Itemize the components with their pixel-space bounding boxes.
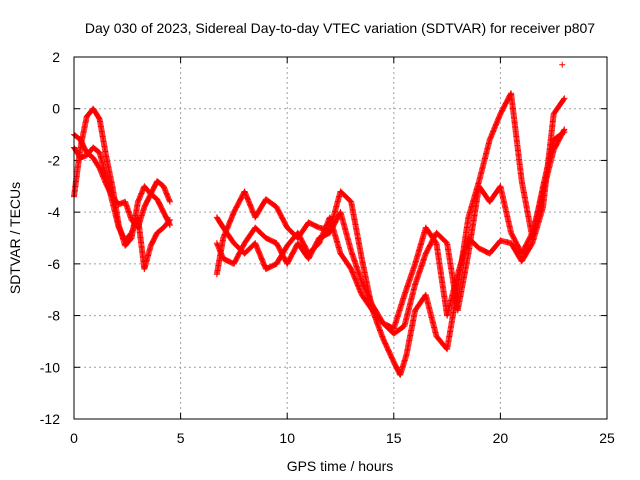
x-tick-label: 15 [386, 430, 402, 446]
y-tick-label: -2 [48, 152, 61, 168]
y-tick-label: -10 [40, 359, 60, 375]
series-outlier [559, 61, 566, 68]
x-axis-label: GPS time / hours [287, 458, 394, 474]
data-point [559, 61, 566, 68]
y-tick-label: -4 [48, 204, 61, 220]
data-point [561, 126, 568, 133]
y-tick-label: 0 [52, 101, 60, 117]
data-point [166, 222, 173, 229]
y-tick-label: 2 [52, 49, 60, 65]
data-point [560, 127, 567, 134]
x-tick-label: 25 [599, 430, 615, 446]
y-axis-label: SDTVAR / TECUs [7, 182, 23, 294]
data-point [560, 96, 567, 103]
series-trace-e [213, 126, 568, 337]
x-tick-label: 0 [70, 430, 78, 446]
data-point [166, 220, 173, 227]
tick-labels: 0 5 10 15 20 25 -12 -10 -8 -6 -4 -2 0 2 [40, 49, 615, 446]
series-trace-f [213, 95, 568, 332]
y-tick-label: -12 [40, 411, 60, 427]
chart-title: Day 030 of 2023, Sidereal Day-to-day VTE… [85, 20, 595, 36]
series-trace-c [71, 131, 173, 231]
y-tick-label: -8 [48, 308, 61, 324]
x-tick-label: 5 [177, 430, 185, 446]
data-point [166, 198, 173, 205]
plot-frame [73, 56, 608, 420]
x-tick-label: 20 [493, 430, 509, 446]
data-point [561, 95, 568, 102]
data-points [71, 61, 568, 379]
x-tick-label: 10 [279, 430, 295, 446]
y-tick-label: -6 [48, 256, 61, 272]
